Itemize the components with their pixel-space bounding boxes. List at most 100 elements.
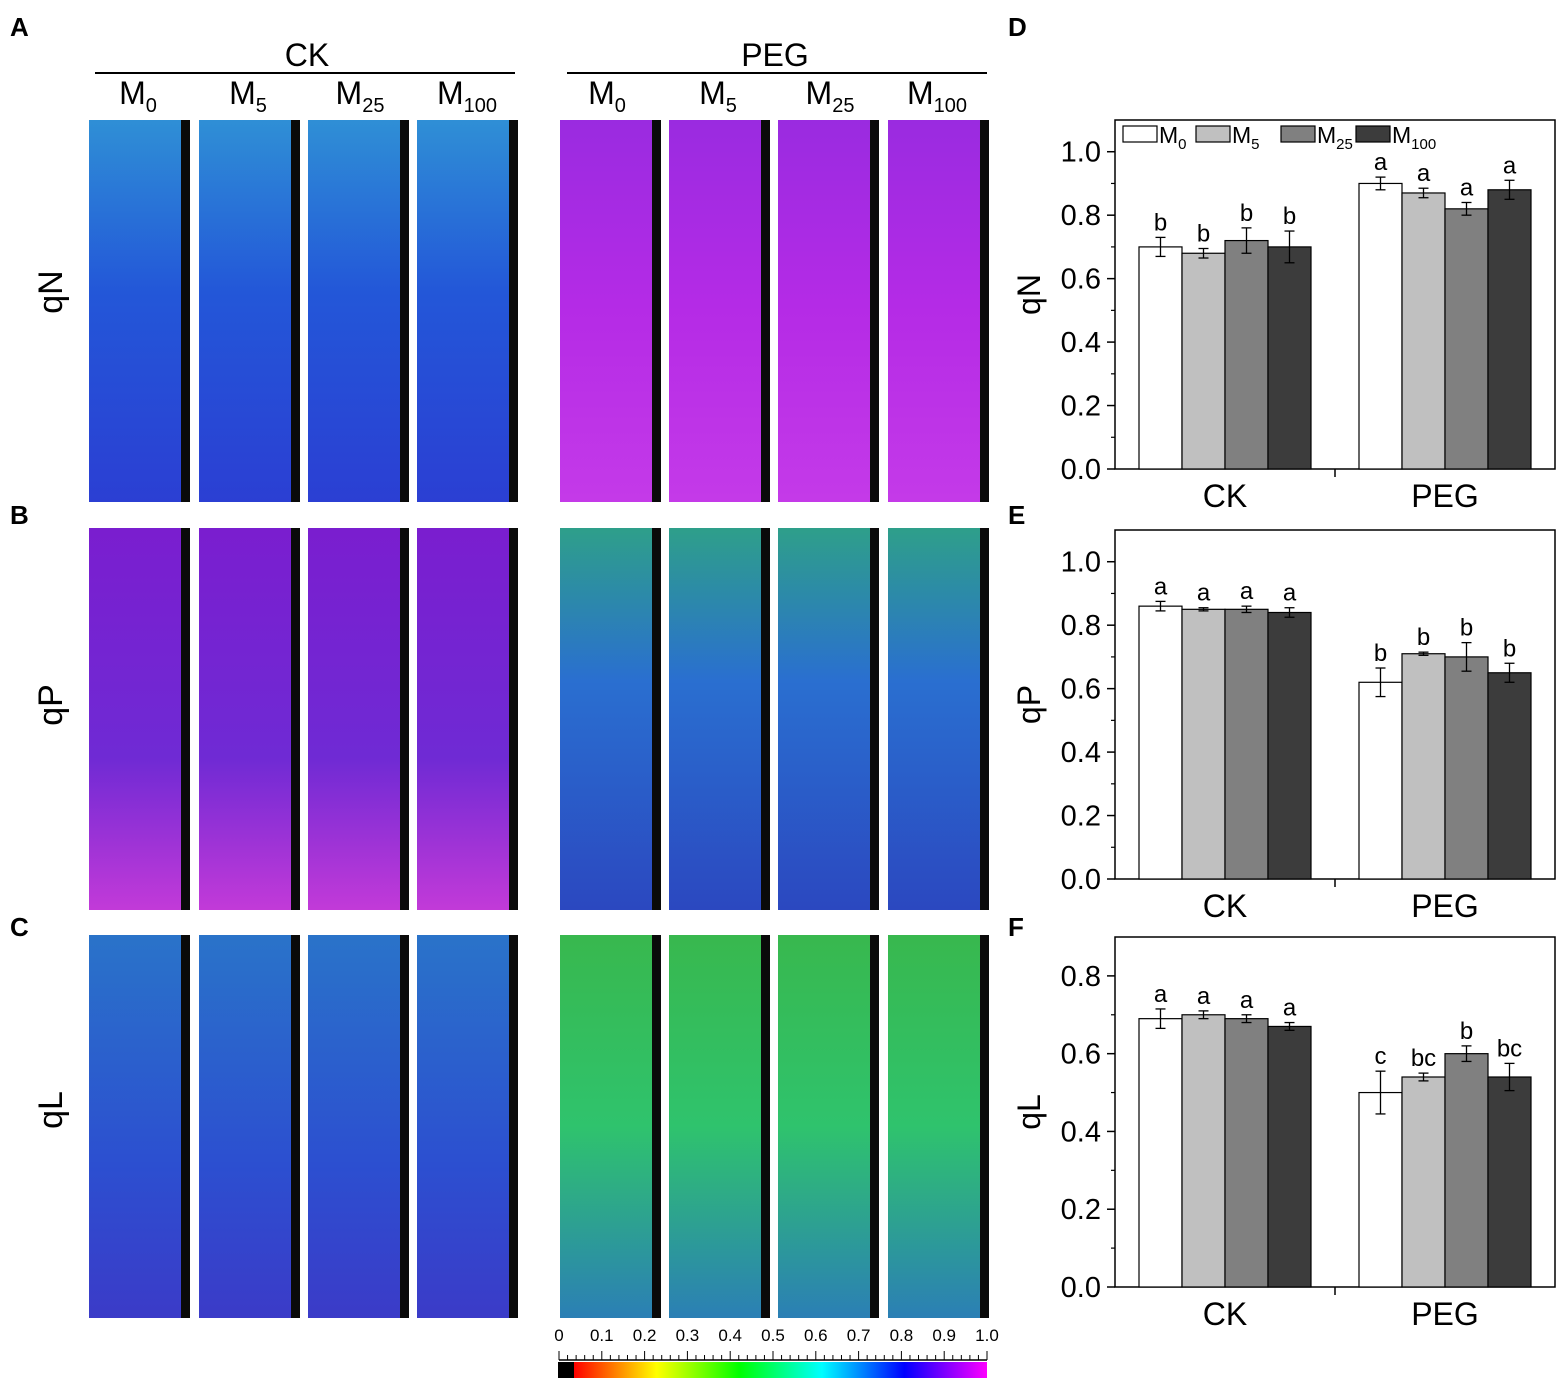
legend-swatch-m0: [1122, 125, 1158, 143]
column-label-ck-m5: M5: [229, 75, 267, 117]
panel-letter-d: D: [1008, 12, 1027, 42]
leaf-tile-ql-peg-m5-edge: [761, 935, 770, 1318]
chart-e-bar-m100-ck: [1267, 611, 1312, 880]
colorbar-tick-label: 0.3: [676, 1326, 700, 1345]
chart-d-bar-m0-peg: [1358, 182, 1403, 470]
leaf-tile-qp-peg-m0: [560, 528, 661, 910]
leaf-tile-ql-ck-m25: [308, 935, 409, 1318]
chart-d-significance-letter: b: [1197, 220, 1210, 247]
chart-f-significance-letter: a: [1240, 987, 1254, 1014]
chart-d-significance-letter: b: [1283, 203, 1296, 230]
chart-d-ytick-label: 1.0: [1061, 137, 1101, 169]
leaf-tile-ql-peg-m0-edge: [652, 935, 661, 1318]
chart-f-bar-m100-ck: [1267, 1025, 1312, 1288]
chart-e-ytick-label: 1.0: [1061, 547, 1101, 579]
column-label-ck-m25: M25: [336, 75, 385, 117]
column-label-peg-m25: M25: [806, 75, 855, 117]
chart-f-bar-m100-peg: [1487, 1076, 1532, 1288]
chart-f-xtick-label: PEG: [1411, 1296, 1479, 1332]
chart-f-bar-m0-peg: [1358, 1091, 1403, 1288]
leaf-tile-qn-ck-m25: [308, 120, 409, 502]
leaf-tile-qp-peg-m25: [778, 528, 879, 910]
leaf-tile-qn-ck-m5-edge: [291, 120, 300, 502]
leaf-tile-ql-peg-m100-edge: [980, 935, 989, 1318]
leaf-tile-qn-ck-m25-edge: [400, 120, 409, 502]
chart-f-ylabel: qL: [1011, 1094, 1047, 1130]
chart-e-bar-m25-peg: [1444, 656, 1489, 880]
leaf-tile-qp-ck-m25: [308, 528, 409, 910]
chart-f-bar-m5-ck: [1181, 1014, 1226, 1288]
leaf-tile-ql-ck-m100: [417, 935, 518, 1318]
leaf-tile-qn-ck-m0-edge: [181, 120, 190, 502]
legend-label-m5: M5: [1232, 122, 1260, 153]
colorbar-tick-label: 0.2: [633, 1326, 657, 1345]
leaf-tile-qp-peg-m5-edge: [761, 528, 770, 910]
leaf-tile-qn-peg-m0: [560, 120, 661, 502]
column-label-peg-m5: M5: [699, 75, 737, 117]
chart-e-bar-m5-ck: [1181, 608, 1226, 880]
leaf-tile-qn-ck-m5: [199, 120, 300, 502]
leaf-tile-qn-peg-m5: [669, 120, 770, 502]
chart-d-ytick-label: 0.2: [1061, 391, 1101, 423]
chart-e-significance-letter: b: [1374, 640, 1387, 667]
colorbar-tick-label: 0.8: [890, 1326, 914, 1345]
chart-f-xtick-label: CK: [1203, 1296, 1247, 1332]
leaf-tile-qn-ck-m100-edge: [509, 120, 518, 502]
chart-e-bar-m0-peg: [1358, 681, 1403, 880]
panel-letter-e: E: [1008, 500, 1025, 530]
column-label-ck-m0: M0: [119, 75, 157, 117]
chart-d-bar-m100-peg: [1487, 189, 1532, 470]
chart-f-significance-letter: a: [1154, 981, 1168, 1008]
chart-d-significance-letter: a: [1503, 152, 1517, 179]
chart-e: 0.0 0.2 0.4 0.6 0.8 1.0 qP CK PEG a b a b a b a b: [1011, 529, 1556, 924]
chart-d: 0.0 0.2 0.4 0.6 0.8 1.0 qN CK PEG b a b a b a b a M0 M5 M25…: [1011, 119, 1556, 514]
chart-d-ytick-label: 0.4: [1061, 327, 1101, 359]
leaf-tile-qp-ck-m0: [89, 528, 190, 910]
leaf-tile-ql-ck-m0-edge: [181, 935, 190, 1318]
legend-swatch-m5: [1195, 125, 1231, 143]
chart-f-bar-m5-peg: [1401, 1076, 1446, 1288]
chart-e-ytick-label: 0.4: [1061, 737, 1101, 769]
chart-e-bar-m100-peg: [1487, 672, 1532, 880]
column-label-peg-m0: M0: [588, 75, 626, 117]
leaf-tile-qn-ck-m0: [89, 120, 190, 502]
chart-d-ylabel: qN: [1011, 274, 1047, 315]
leaf-tile-ql-peg-m100: [888, 935, 989, 1318]
chart-d-xtick-label: CK: [1203, 478, 1247, 514]
leaf-tile-qp-peg-m100-edge: [980, 528, 989, 910]
leaf-tile-qn-ck-m100: [417, 120, 518, 502]
legend-label-m0: M0: [1159, 122, 1187, 153]
leaf-tile-ql-peg-m25: [778, 935, 879, 1318]
bar-charts: 0.0 0.2 0.4 0.6 0.8 1.0 qN CK PEG b a b a b a b a M0 M5 M25…: [1011, 119, 1556, 1332]
chart-d-bar-m5-ck: [1181, 252, 1226, 470]
chart-d-ytick-label: 0.8: [1061, 200, 1101, 232]
chart-f-ytick-label: 0.8: [1061, 961, 1101, 993]
chart-e-ytick-label: 0.2: [1061, 801, 1101, 833]
chart-d-bar-m100-ck: [1267, 246, 1312, 470]
chart-e-ytick-label: 0.8: [1061, 610, 1101, 642]
chart-f-significance-letter: c: [1375, 1043, 1387, 1070]
chart-e-significance-letter: a: [1197, 580, 1211, 607]
chart-e-ytick-label: 0.6: [1061, 674, 1101, 706]
chart-d-bar-m0-ck: [1138, 246, 1183, 470]
column-label-ck-m100: M100: [437, 75, 497, 117]
chart-f-bar-m25-peg: [1444, 1053, 1489, 1288]
leaf-tile-qp-ck-m100-edge: [509, 528, 518, 910]
chart-e-significance-letter: b: [1460, 615, 1473, 642]
leaf-tile-ql-peg-m5: [669, 935, 770, 1318]
chart-e-bar-m0-ck: [1138, 605, 1183, 880]
chart-f-significance-letter: a: [1283, 995, 1297, 1022]
chart-e-ylabel: qP: [1011, 685, 1047, 724]
colorbar-tick-label: 0.1: [590, 1326, 614, 1345]
leaf-tile-qp-peg-m25-edge: [870, 528, 879, 910]
leaf-tile-qn-peg-m100: [888, 120, 989, 502]
colorbar-tick-label: 1.0: [975, 1326, 999, 1345]
leaf-tile-qp-ck-m25-edge: [400, 528, 409, 910]
colorbar-tick-label: 0.5: [761, 1326, 785, 1345]
chart-f-ytick-label: 0.4: [1061, 1116, 1101, 1148]
leaf-tile-qp-ck-m100: [417, 528, 518, 910]
group-header-peg: PEG: [741, 37, 809, 73]
chart-e-xtick-label: PEG: [1411, 888, 1479, 924]
leaf-tile-qp-peg-m0-edge: [652, 528, 661, 910]
